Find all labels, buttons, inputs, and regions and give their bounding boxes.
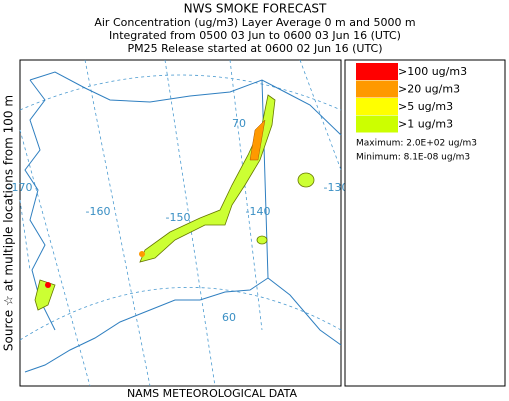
- longitude-label: -170: [8, 181, 33, 194]
- latitude-label: 60: [222, 311, 236, 324]
- legend-swatch: [356, 98, 398, 115]
- longitude-label: -130: [324, 181, 349, 194]
- legend-swatch: [356, 63, 398, 80]
- maximum: Maximum: 2.0E+02 ug/m3: [356, 139, 477, 149]
- source-label: Source ☆ at multiple locations from 100 …: [2, 95, 16, 351]
- meteorology-label: NAMS METEOROLOGICAL DATA: [127, 387, 298, 400]
- minimum: Minimum: 8.1E-08 ug/m3: [356, 153, 470, 163]
- map-frame: [19, 59, 342, 387]
- subtitle: PM25 Release started at 0600 02 Jun 16 (…: [127, 42, 382, 55]
- legend-label: >100 ug/m3: [398, 65, 467, 78]
- subtitle: Air Concentration (ug/m3) Layer Average …: [94, 16, 415, 29]
- map: [19, 59, 342, 387]
- longitude-label: -160: [86, 205, 111, 218]
- longitude-label: -150: [166, 211, 191, 224]
- legend-label: >1 ug/m3: [398, 118, 453, 131]
- legend-swatch: [356, 80, 398, 98]
- latitude-label: 70: [232, 117, 246, 130]
- longitude-label: -140: [246, 205, 271, 218]
- subtitle: Integrated from 0500 03 Jun to 0600 03 J…: [109, 29, 401, 42]
- legend-label: >5 ug/m3: [398, 100, 453, 113]
- legend-label: >20 ug/m3: [398, 83, 460, 96]
- legend-swatch: [356, 115, 398, 133]
- legend: >100 ug/m3 >20 ug/m3 >5 ug/m3 >1 ug/m3: [356, 63, 467, 133]
- title: NWS SMOKE FORECAST: [184, 2, 327, 16]
